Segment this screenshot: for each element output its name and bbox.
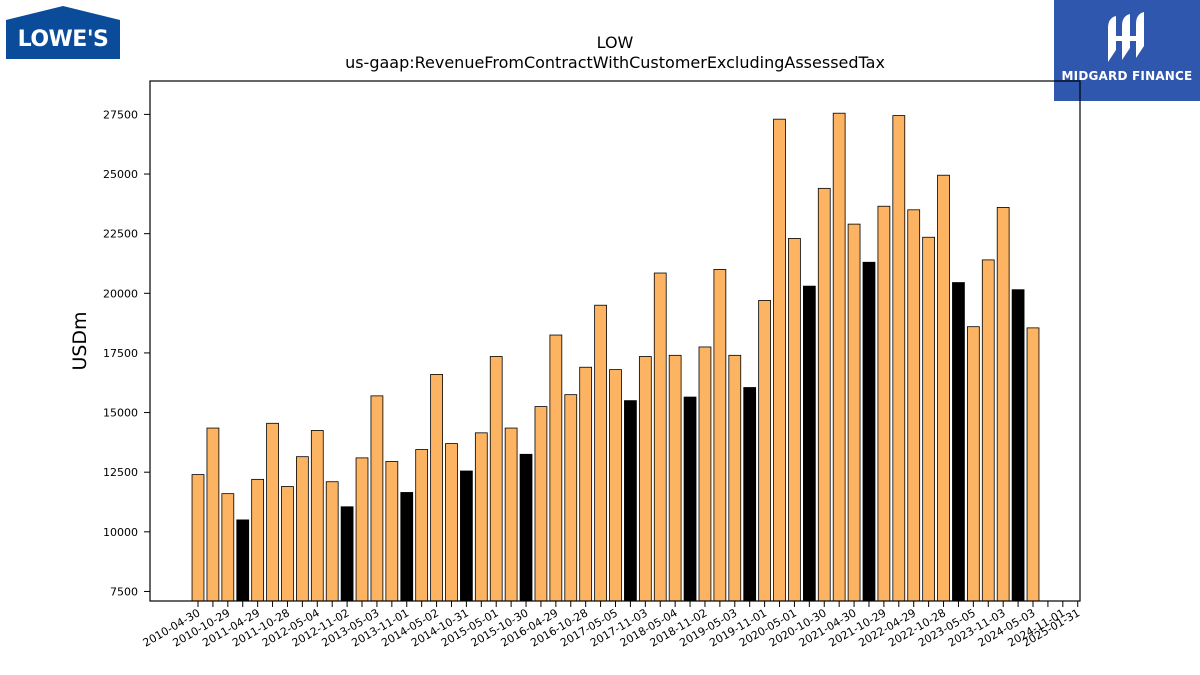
bar [981,259,995,602]
bar [758,300,771,602]
bar [1011,289,1025,602]
y-tick-label: 17500 [103,347,138,360]
bar [191,474,205,602]
chart-title: LOW [597,33,634,52]
bar [355,457,369,602]
y-tick-label: 15000 [103,407,138,420]
bar [236,519,250,602]
bar [609,369,622,602]
bar [892,115,906,602]
bar [400,492,414,602]
y-tick-label: 10000 [103,526,138,539]
bar [504,427,518,602]
bar [683,396,697,602]
bar [594,304,607,602]
bar [206,427,220,602]
bar [653,272,667,602]
bar [877,205,891,602]
midgard-logo-text: MIDGARD FINANCE [1061,69,1193,83]
bars-group [191,112,1040,602]
bar [251,478,265,602]
bar [907,209,921,602]
bar [952,282,965,602]
bar [638,356,652,602]
bar [534,406,548,602]
bar [430,373,443,602]
bar [698,346,712,602]
midgard-finance-logo: MIDGARD FINANCE [1054,0,1200,101]
bar [996,207,1010,602]
bar [296,456,309,602]
bar [728,354,742,602]
bar [370,395,384,602]
bar [1026,327,1040,602]
bar [668,354,682,602]
bar [385,461,399,602]
bar [847,223,861,602]
bar [922,236,935,602]
y-tick-label: 7500 [110,585,138,598]
bar [310,430,324,602]
bar [340,506,354,602]
y-tick-label: 12500 [103,466,138,479]
y-tick-label: 27500 [103,108,138,121]
bar [713,269,727,602]
bar [564,394,578,602]
lowes-logo: LOWE'S [6,6,120,59]
bar [624,400,637,602]
y-tick-label: 20000 [103,287,138,300]
bar [519,453,533,602]
bar [445,443,458,602]
bar [832,112,846,602]
bar [460,470,473,602]
plot-frame [149,80,1081,602]
y-axis-ticks: 7500 10000 12500 15000 17500 20000 22500 25000 2… [103,108,150,598]
lowes-logo-shape [6,6,120,59]
bar [266,422,279,602]
x-axis-ticks: 2010-04-302010-10-292011-04-292011-10-28… [141,601,1082,650]
chart-subtitle: us-gaap:RevenueFromContractWithCustomerE… [345,53,885,72]
bar [415,449,429,602]
bar [549,334,563,602]
bar [743,387,757,602]
lowes-logo-text: LOWE'S [17,27,109,52]
bar [221,493,235,602]
y-tick-label: 25000 [103,168,138,181]
bar [817,187,831,602]
bar [325,481,339,602]
bar [474,432,488,602]
bar [937,174,950,602]
bar [773,118,786,602]
bar [802,285,816,602]
y-tick-label: 22500 [103,228,138,241]
bar [788,238,801,602]
bar [579,366,593,602]
bar [489,356,503,602]
bar [281,486,294,602]
bar [862,261,876,602]
midgard-mark-icon [1108,12,1144,62]
bar [966,326,980,602]
y-axis-label: USDm [69,311,91,370]
